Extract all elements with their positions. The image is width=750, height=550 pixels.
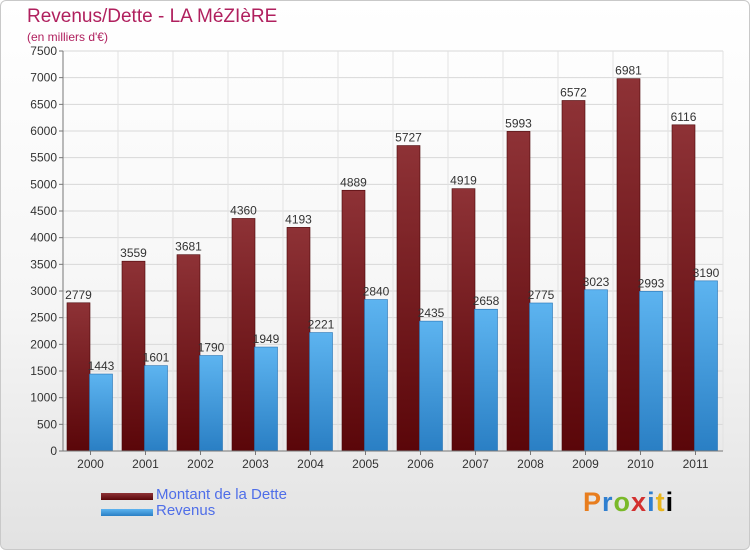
y-tick-label: 500 xyxy=(37,417,57,431)
data-label-debt-2006: 5727 xyxy=(395,131,422,145)
x-tick-label: 2004 xyxy=(297,457,324,471)
y-tick-label: 6000 xyxy=(30,124,57,138)
y-tick-label: 0 xyxy=(50,444,57,458)
legend-swatch-revenue xyxy=(101,509,153,516)
bar-debt-2003 xyxy=(231,218,256,452)
data-labels: 2779 1443 3559 1601 3681 1790 4360 1949 4193 2221… xyxy=(65,64,720,373)
bar-revenue-2011 xyxy=(694,280,718,452)
bar-debt-2006 xyxy=(396,145,421,452)
data-label-revenue-2007: 2658 xyxy=(473,294,500,308)
legend-label-revenue: Revenus xyxy=(156,502,216,519)
data-label-debt-2003: 4360 xyxy=(230,203,257,217)
grid-lines xyxy=(62,50,724,452)
legend-label-debt: Montant de la Dette xyxy=(156,486,287,503)
data-label-debt-2004: 4193 xyxy=(285,212,312,226)
data-label-revenue-2010: 2993 xyxy=(638,276,665,290)
y-tick-label: 4500 xyxy=(30,204,57,218)
y-tick-label: 2500 xyxy=(30,311,57,325)
x-tick-label: 2010 xyxy=(627,457,654,471)
y-tick-label: 4000 xyxy=(30,231,57,245)
legend-swatch-debt xyxy=(101,493,153,500)
logo-letter: i xyxy=(665,487,675,517)
bar-revenue-2006 xyxy=(419,320,443,452)
x-tick-label: 2007 xyxy=(462,457,489,471)
y-axis-ticks: 0 500 1000 1500 2000 2500 3000 3500 4000 4500 5000… xyxy=(30,44,63,458)
logo-letter: t xyxy=(655,487,666,517)
bar-debt-2002 xyxy=(176,254,201,452)
bar-debt-2004 xyxy=(286,227,311,452)
bar-revenue-2005 xyxy=(364,299,388,452)
x-tick-label: 2005 xyxy=(352,457,379,471)
data-label-revenue-2008: 2775 xyxy=(528,288,555,302)
data-label-debt-2011: 6116 xyxy=(671,110,697,124)
x-tick-label: 2002 xyxy=(187,457,214,471)
bar-debt-2010 xyxy=(616,78,641,452)
data-label-revenue-2004: 2221 xyxy=(308,318,335,332)
y-tick-label: 6500 xyxy=(30,97,57,111)
logo-letter: P xyxy=(583,487,603,517)
data-label-revenue-2006: 2435 xyxy=(418,306,445,320)
bar-revenue-2010 xyxy=(639,291,663,452)
y-tick-label: 5000 xyxy=(30,177,57,191)
data-label-revenue-2002: 1790 xyxy=(198,341,225,355)
data-label-debt-2009: 6572 xyxy=(560,85,587,99)
chart-title: Revenus/Dette - LA MéZIèRE xyxy=(27,6,278,27)
data-label-revenue-2009: 3023 xyxy=(583,275,610,289)
data-label-debt-2001: 3559 xyxy=(120,246,147,260)
bar-revenue-2000 xyxy=(89,373,113,452)
bar-debt-2000 xyxy=(66,302,91,452)
bar-debt-2007 xyxy=(451,188,476,452)
x-tick-label: 2009 xyxy=(572,457,599,471)
x-tick-label: 2000 xyxy=(77,457,104,471)
data-label-debt-2010: 6981 xyxy=(615,64,642,78)
data-label-debt-2005: 4889 xyxy=(340,175,367,189)
data-label-revenue-2001: 1601 xyxy=(143,351,170,365)
data-label-debt-2007: 4919 xyxy=(450,174,477,188)
logo-letter: x xyxy=(631,487,648,517)
x-tick-label: 2001 xyxy=(132,457,159,471)
bar-debt-2011 xyxy=(671,124,696,452)
y-tick-label: 3000 xyxy=(30,284,57,298)
logo-letter: r xyxy=(602,487,614,517)
data-label-debt-2000: 2779 xyxy=(65,288,92,302)
logo-letter: i xyxy=(647,487,656,517)
axes xyxy=(62,51,723,452)
y-tick-label: 1000 xyxy=(30,391,57,405)
bar-debt-2009 xyxy=(561,100,586,452)
bar-revenue-2007 xyxy=(474,308,498,452)
data-label-revenue-2011: 3190 xyxy=(693,266,720,280)
bar-debt-2001 xyxy=(121,260,146,452)
bar-debt-2008 xyxy=(506,131,531,452)
bar-revenue-2009 xyxy=(584,289,608,452)
bars xyxy=(66,78,718,452)
logo-letter: o xyxy=(613,487,632,517)
y-tick-label: 7500 xyxy=(30,44,57,58)
bar-revenue-2003 xyxy=(254,346,278,452)
y-tick-label: 1500 xyxy=(30,364,57,378)
data-label-revenue-2003: 1949 xyxy=(253,332,280,346)
data-label-debt-2002: 3681 xyxy=(175,240,202,254)
y-tick-label: 3500 xyxy=(30,257,57,271)
x-tick-label: 2008 xyxy=(517,457,544,471)
bar-revenue-2001 xyxy=(144,365,168,452)
x-axis-ticks: 2000 2001 2002 2003 2004 2005 2006 2007 2008 2009… xyxy=(77,451,709,471)
proxiti-logo: Proxiti xyxy=(583,487,674,518)
chart-subtitle: (en milliers d'€) xyxy=(27,30,108,44)
x-tick-label: 2003 xyxy=(242,457,269,471)
y-tick-label: 5500 xyxy=(30,151,57,165)
data-label-revenue-2000: 1443 xyxy=(88,359,115,373)
bar-revenue-2004 xyxy=(309,332,333,452)
y-tick-label: 7000 xyxy=(30,71,57,85)
bar-debt-2005 xyxy=(341,189,366,452)
bar-revenue-2002 xyxy=(199,355,223,452)
data-label-revenue-2005: 2840 xyxy=(363,285,390,299)
x-tick-label: 2006 xyxy=(407,457,434,471)
y-tick-label: 2000 xyxy=(30,337,57,351)
bar-revenue-2008 xyxy=(529,302,553,452)
x-tick-label: 2011 xyxy=(683,457,709,471)
data-label-debt-2008: 5993 xyxy=(505,116,532,130)
